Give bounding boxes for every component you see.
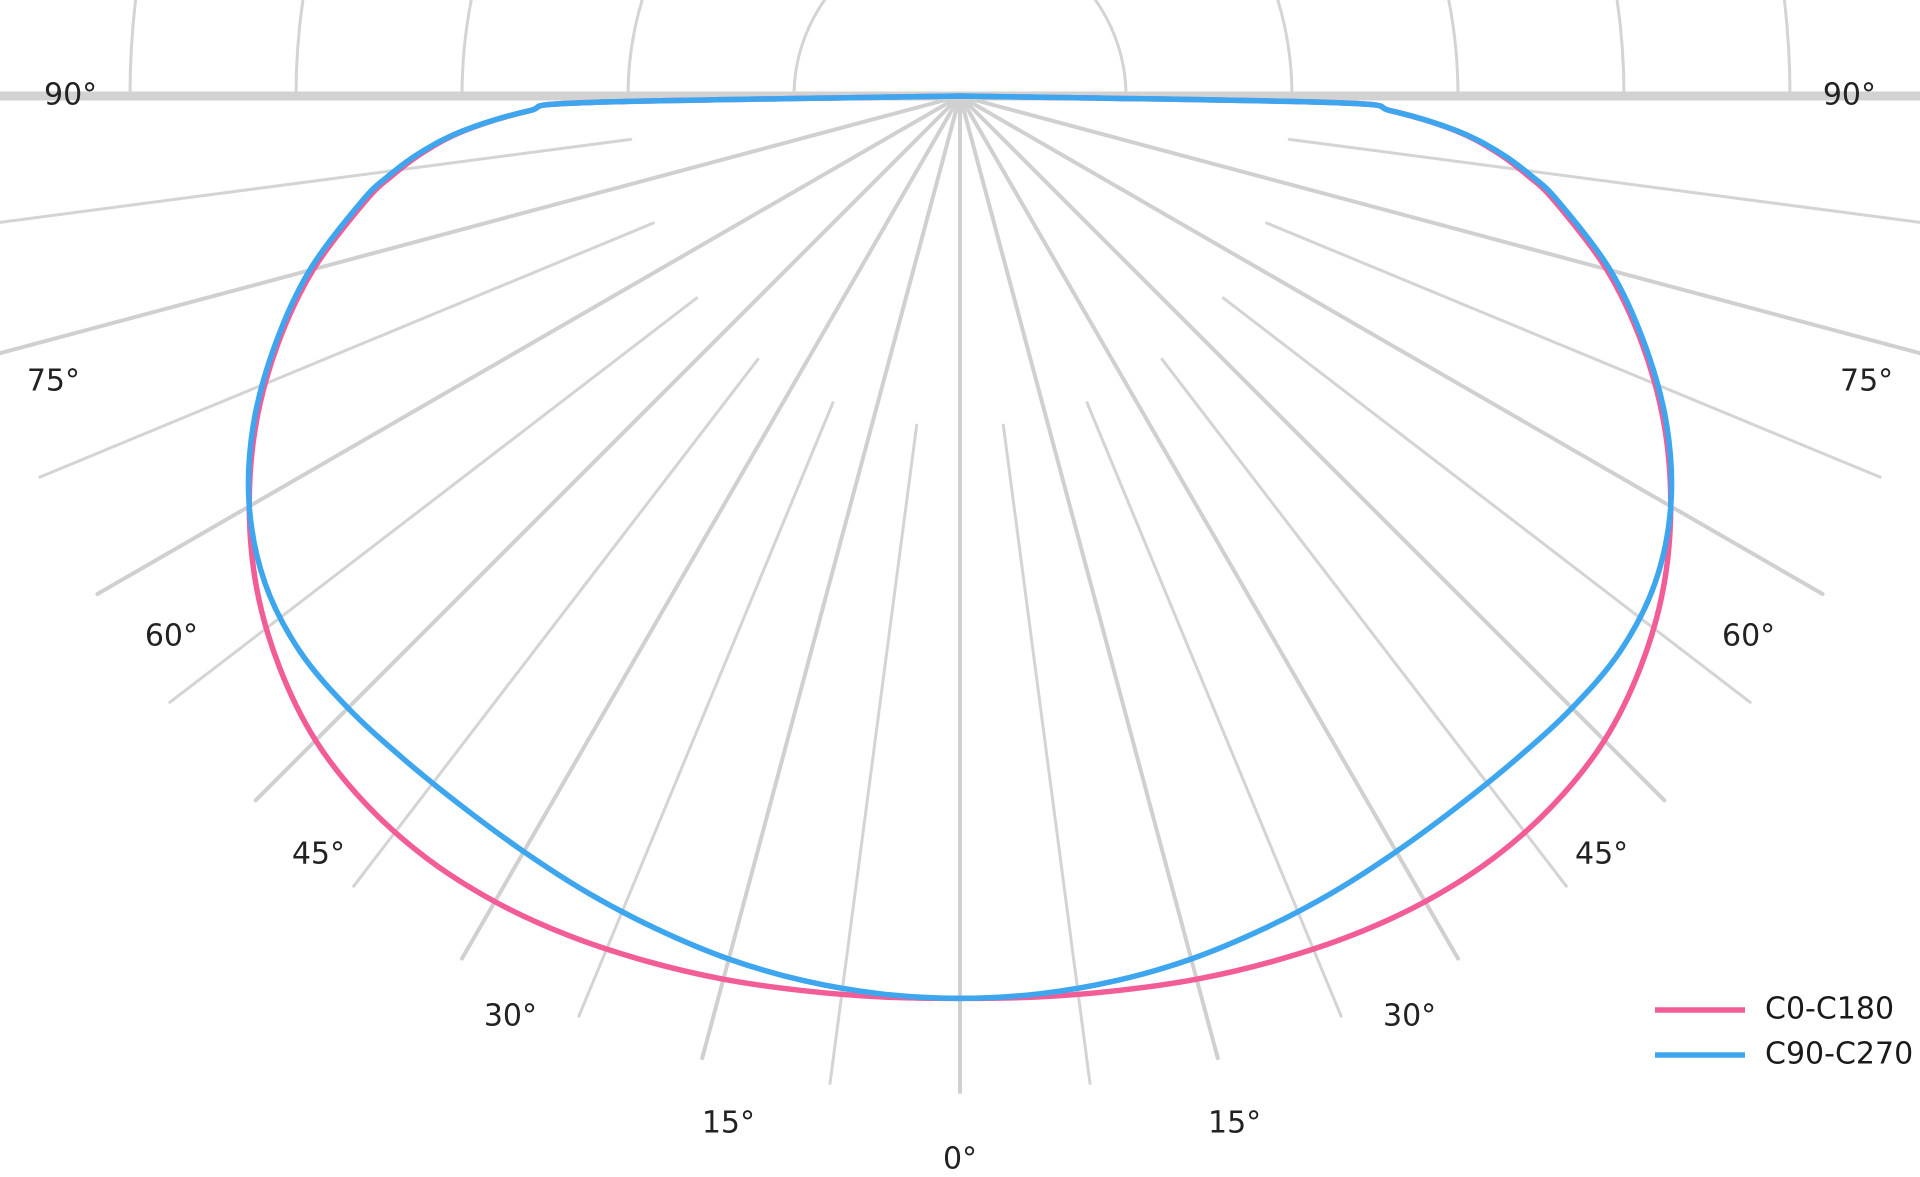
distribution-curves xyxy=(245,93,1675,1002)
angle-label-45deg-6: 45° xyxy=(292,837,345,872)
angle-label-30deg-9: 30° xyxy=(1383,999,1436,1034)
grid-spoke-68deg xyxy=(1265,221,1882,479)
angle-label-0deg-12: 0° xyxy=(943,1142,977,1177)
grid-spoke-15deg xyxy=(958,94,1220,1061)
grid-outer-arc xyxy=(0,0,1920,96)
grid-spoke--75deg xyxy=(0,94,962,356)
grid-spoke--60deg xyxy=(95,94,962,596)
legend-label-c90-c270: C90-C270 xyxy=(1765,1037,1913,1072)
grid-ring-arc-1 xyxy=(792,0,1128,98)
grid-spoke--7deg xyxy=(828,423,919,1085)
grid-spoke--37deg xyxy=(352,357,760,888)
grid-spoke--30deg xyxy=(460,94,962,961)
angle-label-15deg-11: 15° xyxy=(1208,1106,1261,1141)
angle-label-75deg-2: 75° xyxy=(27,364,80,399)
legend-item-c0-c180[interactable]: C0-C180 xyxy=(1655,992,1894,1027)
grid-spoke-8deg xyxy=(1001,423,1092,1085)
angle-label-45deg-7: 45° xyxy=(1575,837,1628,872)
polar-grid xyxy=(0,0,1920,1094)
grid-spoke-75deg xyxy=(958,94,1920,356)
curve-c90-c270 xyxy=(245,93,1675,1002)
grid-ring-arc-4 xyxy=(294,0,1626,98)
grid-spoke-38deg xyxy=(1160,357,1568,888)
grid-spoke-83deg xyxy=(1287,137,1920,224)
grid-spoke--15deg xyxy=(700,94,962,1061)
chart-legend[interactable]: C0-C180 C90-C270 xyxy=(1655,992,1913,1072)
grid-spoke-30deg xyxy=(958,94,1460,961)
grid-spoke-45deg xyxy=(958,94,1667,803)
angle-label-90deg-0: 90° xyxy=(44,78,97,113)
angle-label-30deg-8: 30° xyxy=(484,999,537,1034)
angle-label-60deg-5: 60° xyxy=(1722,619,1775,654)
grid-spoke--45deg xyxy=(253,94,962,803)
angle-label-60deg-4: 60° xyxy=(145,619,198,654)
grid-spoke--52deg xyxy=(168,296,699,704)
grid-spoke--82deg xyxy=(0,137,633,224)
angle-label-15deg-10: 15° xyxy=(702,1106,755,1141)
grid-spoke--67deg xyxy=(38,221,655,479)
grid-spoke-53deg xyxy=(1221,296,1752,704)
legend-label-c0-c180: C0-C180 xyxy=(1765,992,1894,1027)
angle-tick-labels: 90° 90° 75° 75° 60° 60° 45° 45° 30° 30° 15° 15° 0° xyxy=(27,78,1893,1177)
grid-ring-arc-2 xyxy=(626,0,1294,98)
angle-label-75deg-3: 75° xyxy=(1840,364,1893,399)
grid-ring-arc-5 xyxy=(128,0,1792,98)
grid-ring-arc-3 xyxy=(460,0,1460,98)
grid-spoke-60deg xyxy=(958,94,1825,596)
angle-label-90deg-1: 90° xyxy=(1823,78,1876,113)
legend-item-c90-c270[interactable]: C90-C270 xyxy=(1655,1037,1913,1072)
